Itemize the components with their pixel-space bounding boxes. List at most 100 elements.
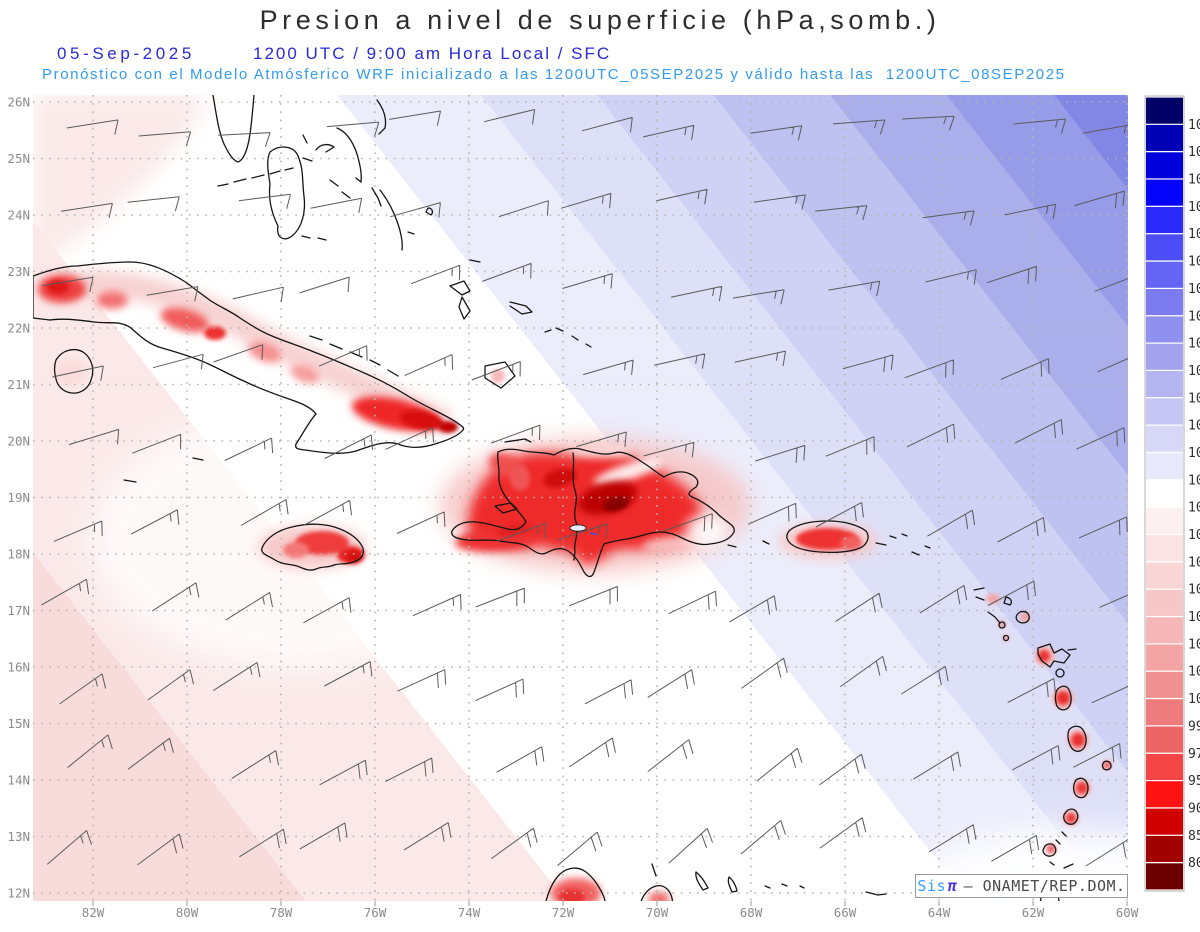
map-title: Presion a nivel de superficie (hPa,somb.… <box>259 5 941 35</box>
pink-corner-patch <box>33 95 208 266</box>
guajira-peninsula <box>545 867 606 901</box>
colorbar-segment <box>1146 261 1183 288</box>
dominica <box>1054 685 1072 711</box>
colorbar-segment <box>1146 343 1183 370</box>
colorbar-label: 1012 <box>1188 528 1200 543</box>
virgin-islands <box>889 533 931 556</box>
colorbar-label: 1028 <box>1188 227 1200 242</box>
terrain-pressure-shading <box>38 270 1112 901</box>
latlon-grid <box>33 95 1128 901</box>
sabana-camaguey-cays <box>309 335 399 377</box>
colorbar-segment <box>1146 863 1183 890</box>
gonave-island <box>494 502 518 514</box>
tortuga-island <box>504 438 532 443</box>
barbuda <box>1003 596 1013 606</box>
marie-galante <box>1055 668 1065 678</box>
colorbar-label: 1020 <box>1188 309 1200 324</box>
lake-enriquillo <box>569 524 587 532</box>
colorbar-segment <box>1146 398 1183 425</box>
colorbar-border <box>1144 95 1185 892</box>
cat-island <box>371 187 382 207</box>
great-inagua <box>484 361 516 389</box>
colorbar-label: 1015 <box>1188 446 1200 461</box>
acklins-island <box>458 296 471 320</box>
lon-label: 70W <box>646 905 669 920</box>
colorbar-segment <box>1146 535 1183 562</box>
colorbar-label: 970 <box>1188 747 1200 762</box>
la-desirade <box>1067 648 1077 651</box>
colorbar-segment <box>1146 371 1183 398</box>
lon-label: 64W <box>928 905 951 920</box>
colorbar-segment <box>1146 179 1183 206</box>
long-island-bahamas <box>379 189 403 251</box>
lat-label: 14N <box>7 772 30 787</box>
colorbar-label: 1006 <box>1188 610 1200 625</box>
jamaica-coastline <box>261 523 364 571</box>
mona-island <box>762 540 770 545</box>
tobago <box>1049 861 1074 869</box>
new-providence <box>302 157 313 162</box>
lat-label: 13N <box>7 829 30 844</box>
grenada <box>1042 843 1057 857</box>
colorbar-label: 1013 <box>1188 501 1200 516</box>
colorbar-segment <box>1146 316 1183 343</box>
lat-label: 20N <box>7 433 30 448</box>
lon-label: 68W <box>740 905 763 920</box>
andros-island <box>267 146 306 240</box>
colorbar-label: 850 <box>1188 829 1200 844</box>
colorbar-label: 1030 <box>1188 200 1200 215</box>
colorbar-label: 1040 <box>1188 145 1200 160</box>
colorbar-segment <box>1146 808 1183 835</box>
isla-de-la-juventud <box>53 349 94 394</box>
nevis <box>998 621 1006 629</box>
colorbar-segment <box>1146 617 1183 644</box>
bonaire <box>727 876 738 893</box>
pi-logo-glyph: π <box>948 877 958 895</box>
forecast-date: 05-Sep-2025 <box>57 44 195 63</box>
colorbar-label: 1000 <box>1188 692 1200 707</box>
colorbar-segment <box>1146 644 1183 671</box>
los-roques <box>764 883 805 889</box>
colorbar-label: 1017 <box>1188 391 1200 406</box>
colorbar-label: 990 <box>1188 719 1200 734</box>
st-kitts <box>987 611 1001 624</box>
cuba-coastline <box>33 261 465 454</box>
wind-barbs <box>41 109 1128 867</box>
lat-label: 21N <box>7 377 30 392</box>
lat-label: 12N <box>7 885 30 900</box>
san-salvador <box>425 207 434 216</box>
colorbar-segment <box>1146 562 1183 589</box>
antigua <box>1015 610 1030 624</box>
sispi-logo-text: Sis <box>917 877 947 895</box>
lon-label: 62W <box>1022 905 1045 920</box>
colorbar-segment <box>1146 726 1183 753</box>
colorbar-label: 800 <box>1188 856 1200 871</box>
colorbar-label: 1025 <box>1188 255 1200 270</box>
colorbar-segment <box>1146 207 1183 234</box>
colorbar-segment <box>1146 671 1183 698</box>
lon-label: 72W <box>552 905 575 920</box>
turks-and-caicos <box>544 327 592 348</box>
hispaniola-coastline <box>451 447 735 578</box>
bimini <box>302 134 308 144</box>
lat-label: 16N <box>7 659 30 674</box>
colorbar-segment <box>1146 124 1183 151</box>
colorbar-label: 1004 <box>1188 637 1200 652</box>
colorbar-segment <box>1146 699 1183 726</box>
forecast-description: Pronóstico con el Modelo Atmósferico WRF… <box>42 66 1066 83</box>
lon-label: 82W <box>82 905 105 920</box>
lat-label: 18N <box>7 546 30 561</box>
pressure-colorbar: 1050 1040 1035 1030 1028 1025 1022 1020 1019 1018… <box>1144 95 1200 892</box>
colorbar-segment <box>1146 589 1183 616</box>
lat-label: 15N <box>7 716 30 731</box>
colorbar-label: 950 <box>1188 774 1200 789</box>
axis-labels: 26N 25N 24N 23N 22N 21N 20N 19N 18N 17N 16N 15N 14N 1… <box>7 94 1138 920</box>
watermark-agency-text: – ONAMET/REP.DOM. <box>963 877 1126 895</box>
aruba <box>651 863 657 877</box>
barbados <box>1101 760 1112 771</box>
colorbar-label: 1002 <box>1188 665 1200 680</box>
colorbar-label: 1035 <box>1188 173 1200 188</box>
